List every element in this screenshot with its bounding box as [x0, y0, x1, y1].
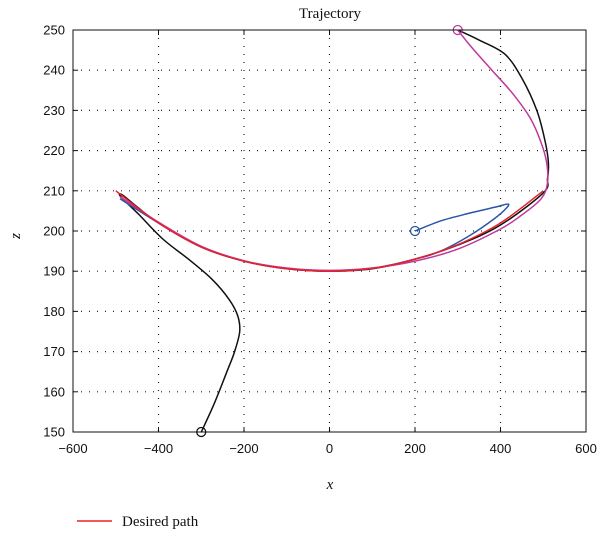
y-axis-label: z — [8, 233, 24, 240]
y-tick-label: 220 — [43, 143, 65, 158]
series-line-1 — [118, 29, 550, 433]
x-tick-label: 0 — [326, 441, 333, 456]
chart-title: Trajectory — [299, 6, 361, 22]
legend-label-desired-path: Desired path — [122, 514, 199, 530]
y-tick-label: 180 — [43, 304, 65, 319]
y-tick-label: 250 — [43, 23, 65, 38]
tick-group: −600 −400 −200 0 200 400 600 150 160 170 180 190 200… — [43, 23, 597, 457]
y-tick-label: 190 — [43, 264, 65, 279]
y-tick-label: 210 — [43, 183, 65, 198]
series-group — [115, 24, 550, 438]
x-tick-label: 200 — [404, 441, 426, 456]
y-tick-label: 150 — [43, 425, 65, 440]
x-tick-label: −400 — [144, 441, 173, 456]
y-tick-label: 170 — [43, 344, 65, 359]
x-tick-label: 400 — [490, 441, 512, 456]
series-start-marker-2 — [409, 225, 421, 237]
x-axis-label: x — [326, 477, 334, 493]
y-tick-label: 200 — [43, 224, 65, 239]
x-tick-label: −200 — [229, 441, 258, 456]
y-tick-label: 240 — [43, 63, 65, 78]
y-tick-label: 160 — [43, 384, 65, 399]
y-tick-label: 230 — [43, 103, 65, 118]
x-tick-label: 600 — [575, 441, 597, 456]
x-tick-label: −600 — [58, 441, 87, 456]
series-line-0 — [115, 190, 544, 272]
legend: Desired path — [77, 514, 199, 530]
